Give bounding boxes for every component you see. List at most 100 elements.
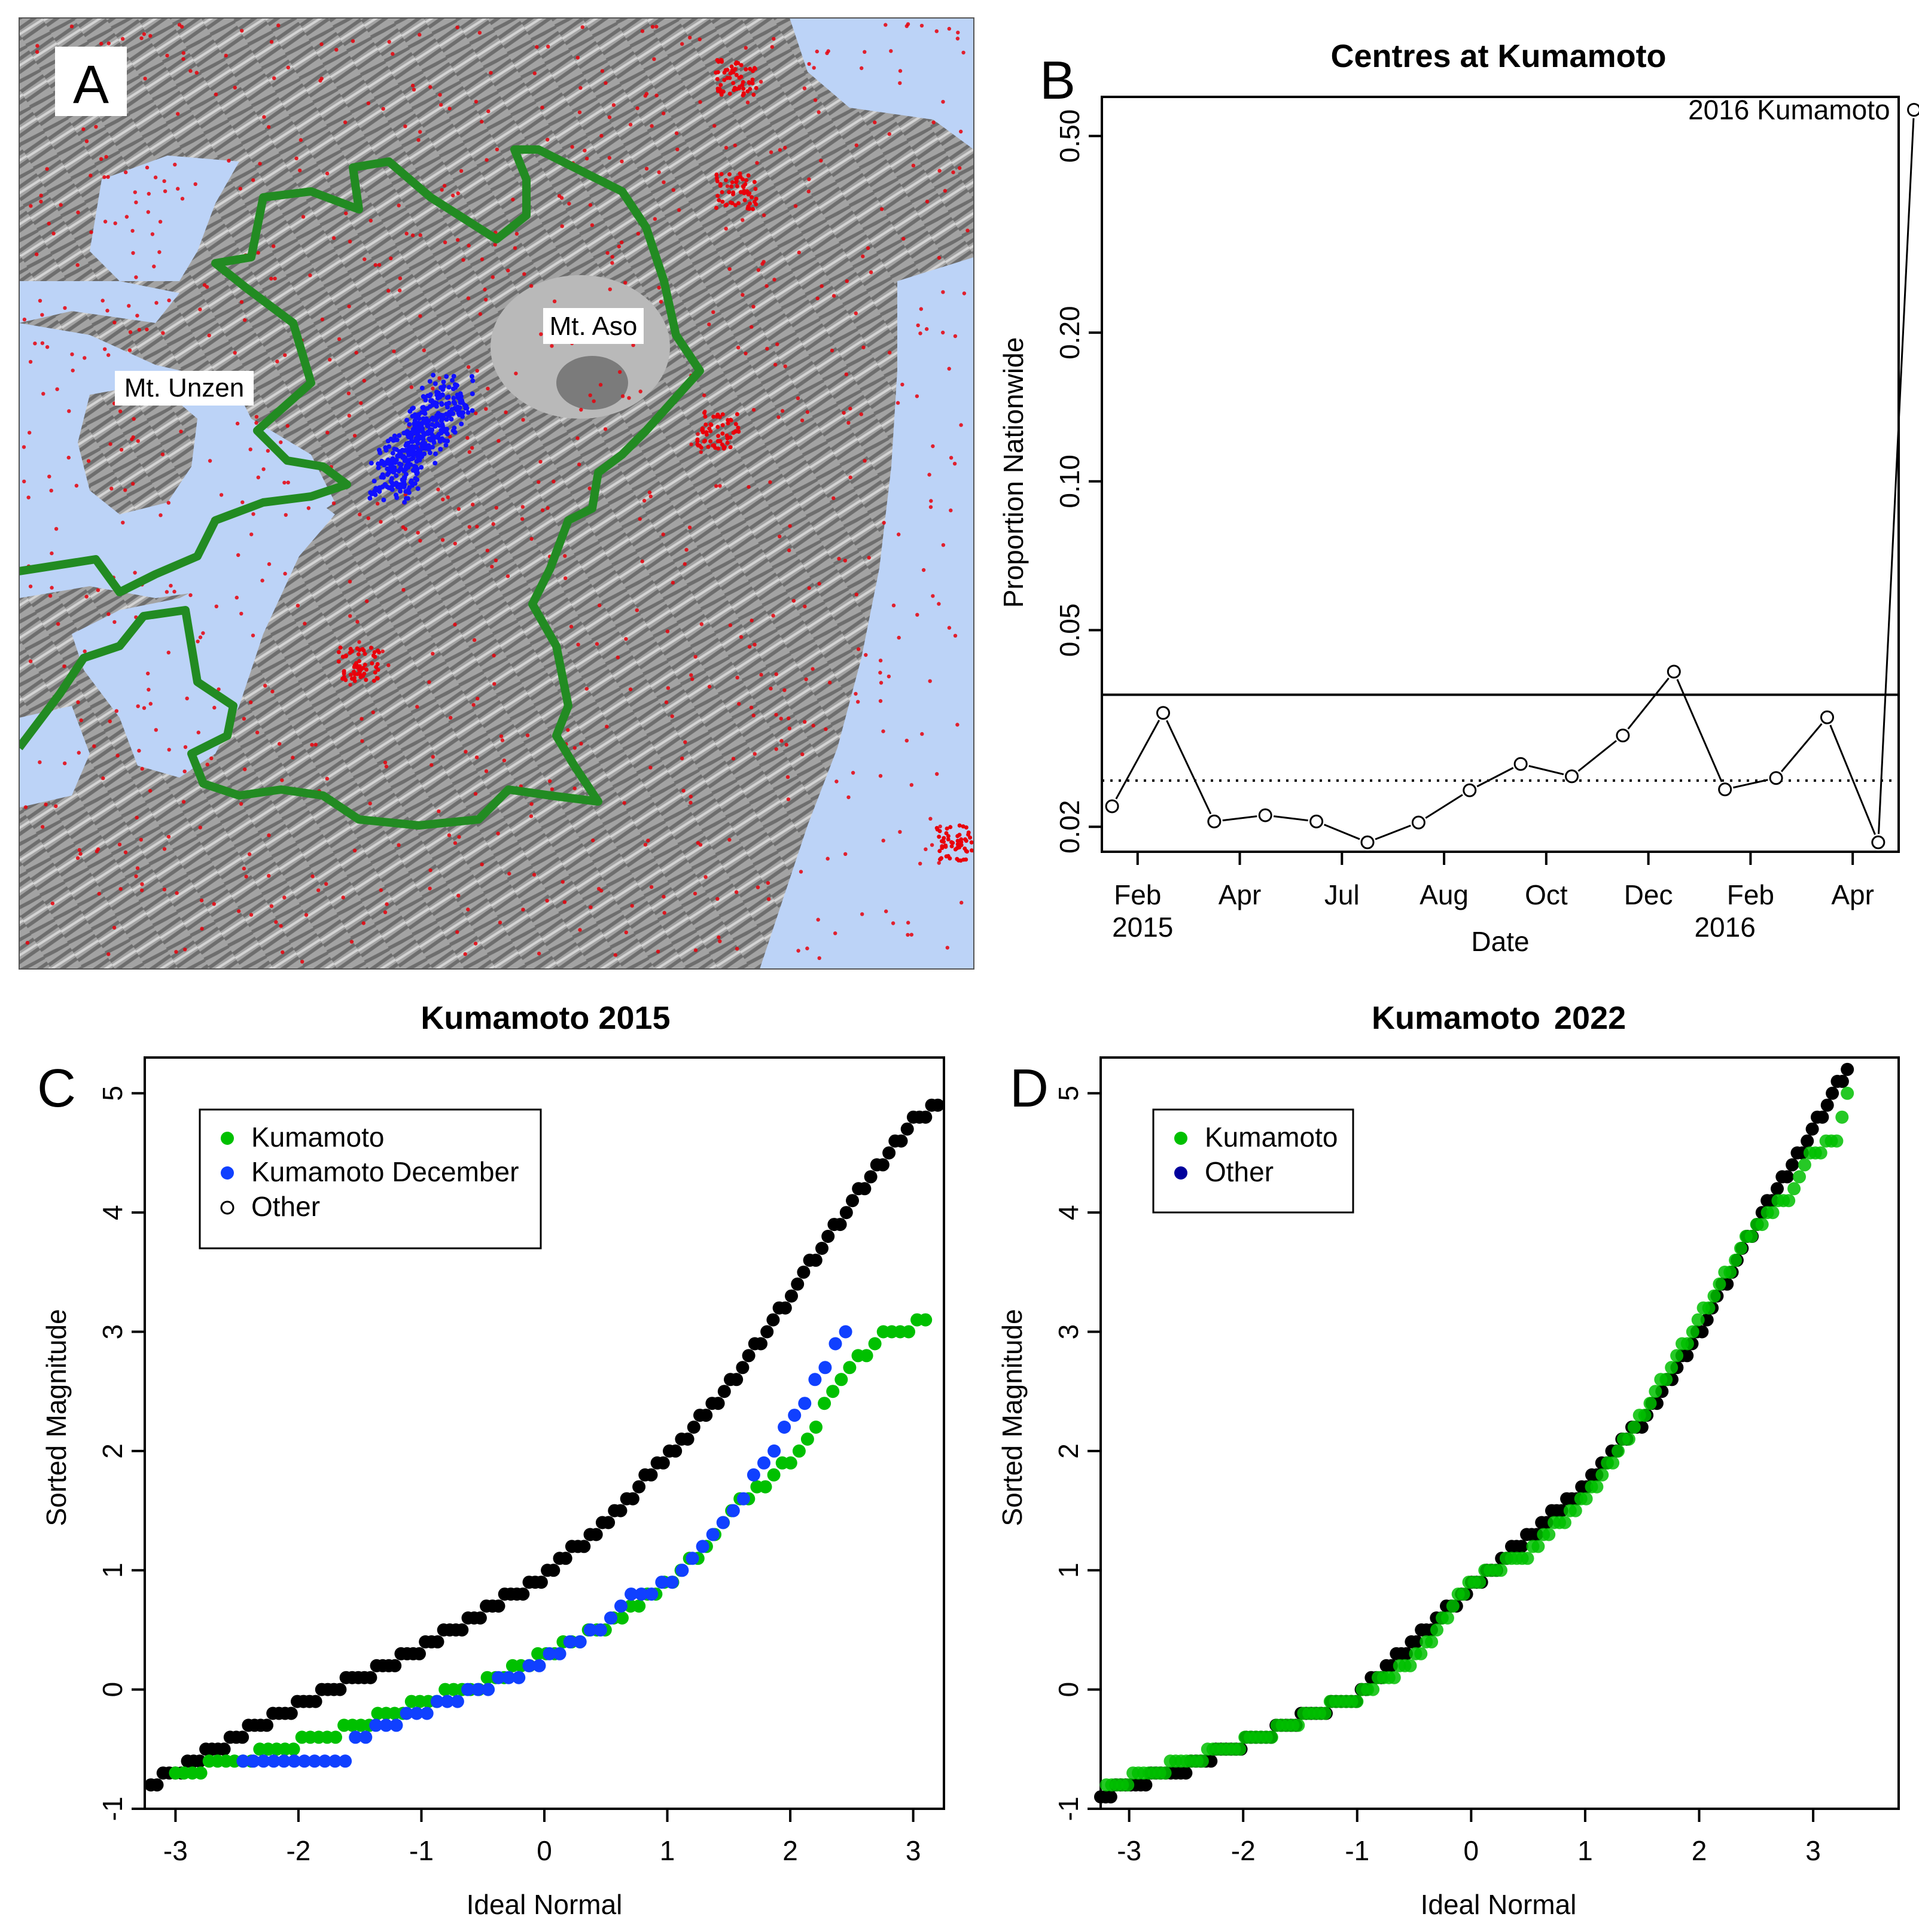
epicentre-dot-blue <box>451 374 456 379</box>
data-point-kumamoto <box>1841 1086 1854 1100</box>
data-point-other <box>150 1778 164 1792</box>
series-segment <box>1115 720 1160 800</box>
data-point <box>1463 783 1477 797</box>
data-point-kumamoto-december <box>563 1635 577 1648</box>
data-point-other <box>1104 1790 1117 1804</box>
epicentre-dot <box>59 203 63 207</box>
epicentre-dot <box>587 486 592 490</box>
epicentre-dot <box>308 273 312 278</box>
epicentre-dot <box>780 409 785 413</box>
epicentre-dot <box>101 776 105 781</box>
epicentre-dot <box>741 185 746 190</box>
data-point-kumamoto <box>1446 1599 1460 1613</box>
epicentre-dot <box>443 240 447 245</box>
epicentre-dot-blue <box>437 394 443 400</box>
epicentre-dot <box>457 835 461 839</box>
panel-b-line-chart: B Centres at Kumamoto 0.020.050.100.200.… <box>998 38 1919 957</box>
epicentre-dot-blue <box>421 405 426 410</box>
x-tick-label: 1 <box>1577 1835 1593 1866</box>
epicentre-dot <box>552 479 556 484</box>
epicentre-dot <box>54 804 58 809</box>
epicentre-dot-blue <box>452 425 457 431</box>
epicentre-dot <box>783 364 787 368</box>
epicentre-dot <box>217 687 221 691</box>
epicentre-dot <box>140 767 144 771</box>
epicentre-dot <box>636 231 641 236</box>
year-label: 2015 <box>1112 912 1173 943</box>
epicentre-dot <box>666 686 671 690</box>
epicentre-dot <box>755 161 759 165</box>
epicentre-dot <box>181 51 185 55</box>
epicentre-dot <box>869 270 873 275</box>
epicentre-dot <box>92 744 96 748</box>
epicentre-dot <box>146 671 150 676</box>
epicentre-dot <box>774 712 778 717</box>
epicentre-dot <box>774 672 778 676</box>
data-point-kumamoto-december <box>736 1492 750 1506</box>
epicentre-dot <box>662 180 666 184</box>
data-point-kumamoto-december <box>788 1409 802 1422</box>
data-point-other <box>1409 1635 1423 1648</box>
epicentre-dot <box>924 847 928 852</box>
epicentre-dot <box>895 401 900 405</box>
epicentre-dot <box>310 743 314 747</box>
epicentre-dot <box>729 184 734 189</box>
epicentre-dot <box>375 676 380 681</box>
epicentre-dot <box>848 406 852 411</box>
epicentre-dot <box>202 283 207 287</box>
epicentre-dot-blue <box>420 426 425 431</box>
epicentre-dot <box>753 642 757 647</box>
epicentre-dot <box>737 702 741 706</box>
epicentre-dot <box>575 56 580 60</box>
chart-b-annotation: 2016 Kumamoto <box>1688 95 1890 126</box>
epicentre-dot <box>906 933 910 937</box>
epicentre-dot <box>689 442 693 447</box>
epicentre-dot <box>38 298 42 303</box>
epicentre-dot <box>475 368 479 373</box>
epicentre-dot <box>664 700 669 705</box>
y-tick-label: -1 <box>97 1797 128 1821</box>
epicentre-dot-blue <box>376 465 381 471</box>
epicentre-dot <box>529 802 534 806</box>
epicentre-dot <box>502 758 507 763</box>
epicentre-dot <box>44 802 48 807</box>
epicentre-dot <box>358 675 363 679</box>
epicentre-dot <box>45 167 49 171</box>
epicentre-dot-blue <box>431 373 436 378</box>
epicentre-dot <box>961 857 966 862</box>
epicentre-dot <box>662 894 666 899</box>
data-point-kumamoto <box>1531 1540 1545 1553</box>
epicentre-dot <box>119 447 124 452</box>
epicentre-dot <box>943 843 948 848</box>
epicentre-dot-blue <box>450 377 455 383</box>
epicentre-dot <box>771 614 775 618</box>
data-point-other <box>882 1146 896 1160</box>
epicentre-dot <box>806 189 811 194</box>
epicentre-dot <box>28 431 32 435</box>
epicentre-dot <box>106 952 111 956</box>
epicentre-dot <box>734 72 739 77</box>
epicentre-dot <box>791 599 796 603</box>
chart-c-ylabel: Sorted Magnitude <box>41 1309 72 1526</box>
epicentre-dot <box>106 612 111 616</box>
epicentre-dot <box>166 501 170 505</box>
x-tick-label: Aug <box>1420 879 1469 910</box>
epicentre-dot <box>919 307 924 311</box>
epicentre-dot <box>689 794 693 799</box>
epicentre-dot <box>715 412 720 417</box>
data-point-kumamoto <box>843 1361 857 1375</box>
epicentre-dot <box>937 849 942 854</box>
data-point-other <box>626 1492 639 1506</box>
aso-label-box <box>543 308 644 344</box>
epicentre-dot <box>71 368 75 373</box>
epicentre-dot <box>683 740 687 744</box>
epicentre-dot <box>962 291 967 295</box>
epicentre-dot <box>69 25 74 29</box>
epicentre-dot <box>86 459 91 463</box>
epicentre-dot <box>507 871 511 876</box>
epicentre-dot <box>746 205 751 209</box>
data-point-other <box>309 1695 322 1708</box>
epicentre-dot <box>745 89 750 94</box>
epicentre-dot <box>589 905 593 910</box>
epicentre-dot <box>878 659 883 663</box>
